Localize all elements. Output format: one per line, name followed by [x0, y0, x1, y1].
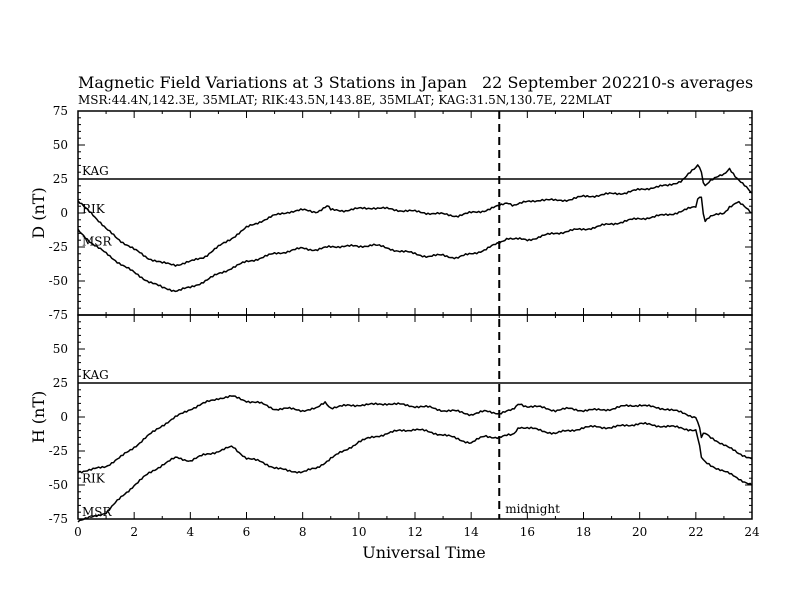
panel-frame	[77, 110, 753, 316]
y-tick-label: -25	[49, 240, 68, 254]
x-tick-label: 4	[187, 525, 195, 539]
series-line-msr	[77, 196, 753, 293]
x-tick-label: 6	[243, 525, 251, 539]
series-label-kag: KAG	[82, 164, 109, 178]
y-axis-label: H (nT)	[29, 391, 48, 444]
plot-area: 75 50 25 0 -25 -50 -75 D (nT) KAG RIK MSR 50 25 0 -25 -…	[29, 104, 760, 539]
x-tick-label: 10	[351, 525, 366, 539]
chart-title: Magnetic Field Variations at 3 Stations …	[78, 73, 467, 92]
series-label-msr: MSR	[82, 235, 113, 249]
x-tick-label: 18	[576, 525, 591, 539]
y-tick-label: 75	[53, 104, 68, 118]
averaging-label: 10-s averages	[641, 73, 753, 92]
y-tick-label: -25	[49, 444, 68, 458]
station-list: MSR:44.4N,142.3E, 35MLAT; RIK:43.5N,143.…	[78, 93, 612, 107]
series-line-rik	[77, 164, 753, 267]
x-tick-label: 8	[299, 525, 307, 539]
x-tick-label: 16	[520, 525, 535, 539]
series-label-kag: KAG	[82, 368, 109, 382]
midnight-label: midnight	[505, 502, 560, 516]
y-tick-label: -75	[49, 512, 68, 526]
y-tick-label: -50	[49, 478, 68, 492]
y-tick-label: 0	[60, 206, 68, 220]
y-tick-label: 0	[60, 410, 68, 424]
y-tick-label: 50	[53, 342, 68, 356]
x-tick-label: 12	[407, 525, 422, 539]
series-line-msr	[77, 421, 753, 523]
x-tick-label: 24	[744, 525, 760, 539]
y-tick-label: 50	[53, 138, 68, 152]
chart-date: 22 September 2022	[482, 73, 642, 92]
y-tick-label: 25	[53, 376, 68, 390]
y-tick-label: 25	[53, 172, 68, 186]
series-line-rik	[77, 394, 753, 474]
series-label-rik: RIK	[82, 471, 106, 485]
x-tick-label: 20	[632, 525, 647, 539]
series-label-msr: MSR	[82, 505, 113, 519]
x-tick-label: 14	[464, 525, 480, 539]
y-axis-label: D (nT)	[29, 187, 48, 238]
x-tick-label: 2	[130, 525, 138, 539]
y-tick-label: -75	[49, 308, 68, 322]
panel-frame	[77, 314, 753, 520]
series-label-rik: RIK	[82, 202, 106, 216]
x-tick-label: 0	[74, 525, 82, 539]
y-tick-label: -50	[49, 274, 68, 288]
x-axis-label: Universal Time	[362, 543, 485, 562]
x-tick-label: 22	[688, 525, 703, 539]
